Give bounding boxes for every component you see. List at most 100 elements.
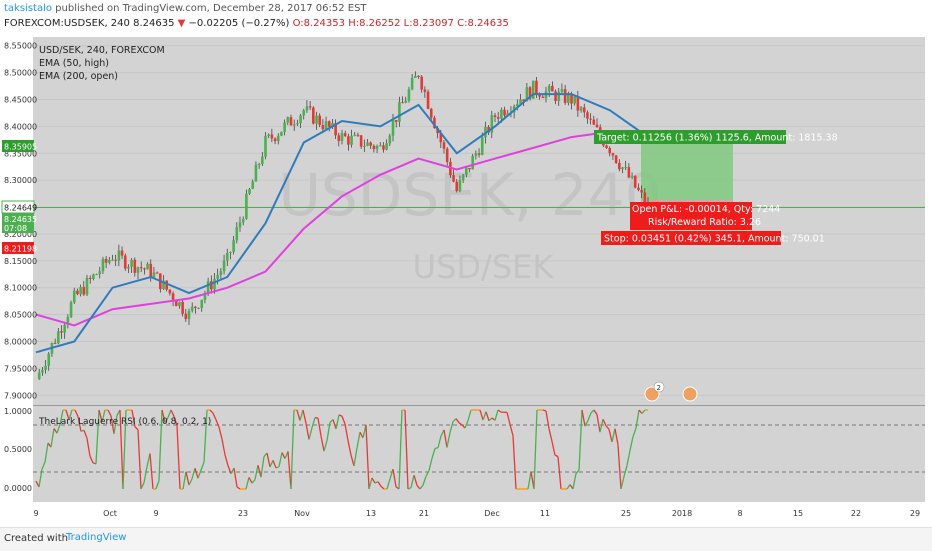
candle-body[interactable] <box>577 96 580 110</box>
candle-body[interactable] <box>124 256 127 269</box>
candle-body[interactable] <box>589 119 592 120</box>
candle-body[interactable] <box>424 90 427 92</box>
candle-body[interactable] <box>593 120 596 125</box>
candle-body[interactable] <box>379 145 382 146</box>
candle-body[interactable] <box>239 222 242 227</box>
candle-body[interactable] <box>596 125 599 127</box>
candle-body[interactable] <box>261 157 264 164</box>
candle-body[interactable] <box>401 102 404 103</box>
candle-body[interactable] <box>395 120 398 122</box>
candle-body[interactable] <box>280 132 283 136</box>
candle-body[interactable] <box>551 86 554 91</box>
candle-body[interactable] <box>213 279 216 290</box>
candle-body[interactable] <box>535 81 538 94</box>
candle-body[interactable] <box>73 291 76 303</box>
candle-body[interactable] <box>197 308 200 309</box>
candle-body[interactable] <box>79 287 82 294</box>
candle-body[interactable] <box>404 101 407 103</box>
candle-body[interactable] <box>146 264 149 270</box>
candle-body[interactable] <box>341 133 344 141</box>
candle-body[interactable] <box>573 96 576 103</box>
candle-body[interactable] <box>605 145 608 148</box>
candle-body[interactable] <box>376 146 379 149</box>
candle-body[interactable] <box>191 307 194 311</box>
candle-body[interactable] <box>236 227 239 240</box>
candle-body[interactable] <box>175 301 178 306</box>
candle-body[interactable] <box>459 180 462 191</box>
candle-body[interactable] <box>181 302 184 314</box>
candle-body[interactable] <box>637 188 640 190</box>
us-flag-event-icon-2[interactable] <box>683 387 697 401</box>
candle-body[interactable] <box>411 78 414 89</box>
candle-body[interactable] <box>242 219 245 223</box>
candle-body[interactable] <box>118 251 121 261</box>
candle-body[interactable] <box>114 260 117 261</box>
candle-body[interactable] <box>70 302 73 317</box>
candle-body[interactable] <box>561 89 564 91</box>
candle-body[interactable] <box>274 138 277 141</box>
candle-body[interactable] <box>277 136 280 141</box>
candle-body[interactable] <box>634 176 637 188</box>
candle-body[interactable] <box>475 153 478 156</box>
candle-body[interactable] <box>83 287 86 295</box>
candle-body[interactable] <box>608 148 611 153</box>
candle-body[interactable] <box>564 89 567 103</box>
candle-body[interactable] <box>462 175 465 180</box>
candle-body[interactable] <box>615 155 618 163</box>
candle-body[interactable] <box>92 275 95 279</box>
candle-body[interactable] <box>57 331 60 343</box>
candle-body[interactable] <box>624 167 627 168</box>
candle-body[interactable] <box>264 136 267 157</box>
target-zone[interactable] <box>641 143 733 200</box>
candle-body[interactable] <box>194 307 197 308</box>
candle-body[interactable] <box>185 314 188 319</box>
candle-body[interactable] <box>478 153 481 154</box>
candle-body[interactable] <box>44 366 47 370</box>
candle-body[interactable] <box>47 354 50 366</box>
candle-body[interactable] <box>366 142 369 145</box>
candle-body[interactable] <box>369 142 372 145</box>
legend-ema50[interactable]: EMA (50, high) <box>39 58 109 69</box>
tradingview-logo-link[interactable]: TradingView <box>66 532 126 543</box>
candle-body[interactable] <box>296 123 299 124</box>
candle-body[interactable] <box>302 110 305 115</box>
candle-body[interactable] <box>149 264 152 277</box>
candle-body[interactable] <box>363 146 366 147</box>
candle-body[interactable] <box>86 278 89 295</box>
candle-body[interactable] <box>628 167 631 177</box>
candle-body[interactable] <box>134 260 137 273</box>
candle-body[interactable] <box>105 259 108 263</box>
candle-body[interactable] <box>130 260 133 267</box>
candle-body[interactable] <box>178 302 181 306</box>
candle-body[interactable] <box>41 370 44 373</box>
candle-body[interactable] <box>357 135 360 136</box>
candle-body[interactable] <box>398 102 401 122</box>
candle-body[interactable] <box>309 106 312 107</box>
candle-body[interactable] <box>111 260 114 261</box>
candle-body[interactable] <box>471 156 474 169</box>
candle-body[interactable] <box>140 267 143 268</box>
candle-body[interactable] <box>500 110 503 119</box>
candle-body[interactable] <box>353 135 356 136</box>
candle-body[interactable] <box>446 149 449 162</box>
candle-body[interactable] <box>420 77 423 90</box>
candle-body[interactable] <box>350 136 353 145</box>
candle-body[interactable] <box>98 271 101 274</box>
candle-body[interactable] <box>248 189 251 194</box>
candle-body[interactable] <box>497 117 500 119</box>
candle-body[interactable] <box>60 331 63 333</box>
candle-body[interactable] <box>223 261 226 271</box>
candle-body[interactable] <box>328 121 331 127</box>
candle-body[interactable] <box>306 106 309 110</box>
candle-body[interactable] <box>385 143 388 149</box>
candle-body[interactable] <box>38 373 41 380</box>
candle-body[interactable] <box>494 115 497 117</box>
candle-body[interactable] <box>392 120 395 136</box>
candle-body[interactable] <box>251 182 254 189</box>
candle-body[interactable] <box>344 133 347 136</box>
candle-body[interactable] <box>63 325 66 333</box>
candle-body[interactable] <box>271 134 274 138</box>
candle-body[interactable] <box>427 92 430 109</box>
candle-body[interactable] <box>408 89 411 100</box>
candle-body[interactable] <box>465 168 468 175</box>
